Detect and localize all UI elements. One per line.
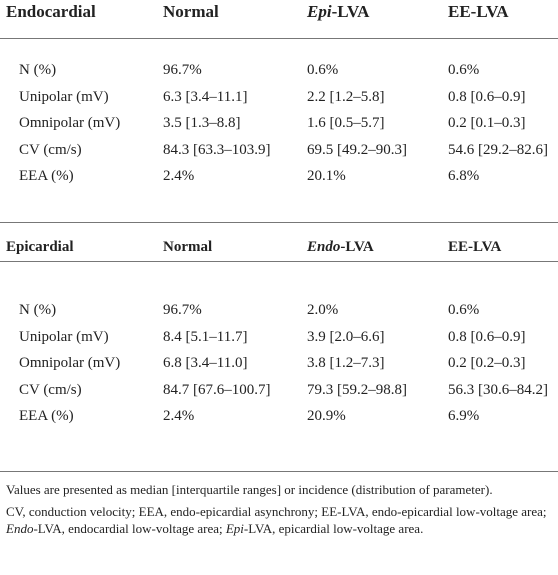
lva-value: 2.0% — [307, 302, 339, 318]
ee-value: 56.3 [30.6–84.2] — [448, 381, 548, 398]
table-row: Unipolar (mV) 6.3 [3.4–11.1] 2.2 [1.2–5.… — [0, 84, 558, 111]
row-label: Unipolar (mV) — [19, 328, 109, 345]
footnote-italic: Epi — [225, 521, 244, 536]
header-rule — [0, 38, 558, 39]
lva-header: Endo-LVA — [307, 223, 374, 271]
table-row: EEA (%) 2.4% 20.1% 6.8% — [0, 163, 558, 190]
lva-header: Epi-LVA — [307, 0, 369, 24]
lva-header-suffix: -LVA — [331, 2, 370, 21]
ee-lva-header: EE-LVA — [448, 239, 502, 255]
row-label: EEA (%) — [19, 408, 74, 425]
lva-header-suffix: -LVA — [340, 239, 374, 255]
region-header: Endocardial — [6, 2, 96, 21]
endocardial-section: Endocardial Normal Epi-LVA EE-LVA N (%) … — [0, 0, 558, 184]
footnote-values: Values are presented as median [interqua… — [6, 482, 493, 497]
normal-value: 84.7 [67.6–100.7] — [163, 381, 271, 398]
lva-value: 69.5 [49.2–90.3] — [307, 141, 407, 158]
normal-value: 8.4 [5.1–11.7] — [163, 328, 248, 345]
table-footnotes: Values are presented as median [interqua… — [6, 481, 554, 542]
lva-value: 2.2 [1.2–5.8] — [307, 88, 385, 105]
ee-lva-header: EE-LVA — [448, 2, 509, 21]
lva-value: 3.8 [1.2–7.3] — [307, 355, 385, 372]
ee-value: 0.8 [0.6–0.9] — [448, 328, 526, 345]
ee-value: 6.9% — [448, 408, 480, 425]
footnote-abbreviations: CV, conduction velocity; EEA, endo-epica… — [6, 503, 554, 538]
row-label: Unipolar (mV) — [19, 88, 109, 105]
endocardial-rows: N (%) 96.7% 0.6% 0.6% Unipolar (mV) 6.3 … — [0, 57, 558, 190]
normal-value: 96.7% — [163, 302, 202, 318]
ee-value: 0.8 [0.6–0.9] — [448, 88, 526, 105]
row-label: Omnipolar (mV) — [19, 355, 121, 372]
ee-value: 0.6% — [448, 302, 480, 318]
table-row: N (%) 96.7% 0.6% 0.6% — [0, 57, 558, 84]
footnote-text: CV, conduction velocity; EEA, endo-epica… — [6, 503, 547, 519]
footnote-text: -LVA, epicardial low-voltage area. — [243, 521, 424, 536]
table-row: CV (cm/s) 84.3 [63.3–103.9] 69.5 [49.2–9… — [0, 137, 558, 164]
epicardial-rows: N (%) 96.7% 2.0% 0.6% Unipolar (mV) 8.4 … — [0, 297, 558, 430]
lva-value: 20.9% — [307, 408, 346, 425]
row-label: N (%) — [19, 302, 57, 318]
section-divider — [0, 222, 558, 223]
normal-header: Normal — [163, 2, 219, 21]
normal-value: 2.4% — [163, 168, 195, 185]
lva-value: 3.9 [2.0–6.6] — [307, 328, 385, 345]
normal-value: 6.8 [3.4–11.0] — [163, 355, 248, 372]
table-row: CV (cm/s) 84.7 [67.6–100.7] 79.3 [59.2–9… — [0, 377, 558, 404]
lva-value: 1.6 [0.5–5.7] — [307, 115, 385, 132]
lva-value: 79.3 [59.2–98.8] — [307, 381, 407, 398]
lva-value: 20.1% — [307, 168, 346, 185]
row-label: Omnipolar (mV) — [19, 115, 121, 132]
lva-header-prefix: Epi — [307, 2, 332, 21]
row-label: N (%) — [19, 62, 57, 78]
ee-value: 6.8% — [448, 168, 480, 185]
row-label: EEA (%) — [19, 168, 74, 185]
table-row: Unipolar (mV) 8.4 [5.1–11.7] 3.9 [2.0–6.… — [0, 324, 558, 351]
lva-header-prefix: Endo — [307, 239, 341, 255]
table-row: N (%) 96.7% 2.0% 0.6% — [0, 297, 558, 324]
normal-value: 2.4% — [163, 408, 195, 425]
footnote-italic: Endo — [6, 521, 34, 536]
table-bottom-rule — [0, 471, 558, 472]
ee-value: 54.6 [29.2–82.6] — [448, 141, 548, 158]
table-row: Omnipolar (mV) 6.8 [3.4–11.0] 3.8 [1.2–7… — [0, 350, 558, 377]
endocardial-header-row: Endocardial Normal Epi-LVA EE-LVA — [0, 0, 558, 40]
normal-value: 3.5 [1.3–8.8] — [163, 115, 241, 132]
normal-header: Normal — [163, 239, 213, 255]
table-row: EEA (%) 2.4% 20.9% 6.9% — [0, 403, 558, 430]
row-label: CV (cm/s) — [19, 141, 82, 158]
footnote-text: -LVA, endocardial low-voltage area; — [33, 521, 226, 536]
normal-value: 96.7% — [163, 62, 202, 78]
ee-value: 0.2 [0.2–0.3] — [448, 355, 526, 372]
row-label: CV (cm/s) — [19, 381, 82, 398]
region-header: Epicardial — [6, 239, 74, 255]
epicardial-section: Epicardial Normal Endo-LVA EE-LVA N (%) … — [0, 223, 558, 424]
header-rule — [0, 261, 558, 262]
table-row: Omnipolar (mV) 3.5 [1.3–8.8] 1.6 [0.5–5.… — [0, 110, 558, 137]
lva-value: 0.6% — [307, 62, 339, 78]
normal-value: 84.3 [63.3–103.9] — [163, 141, 271, 158]
ee-value: 0.6% — [448, 62, 480, 78]
normal-value: 6.3 [3.4–11.1] — [163, 88, 248, 105]
ee-value: 0.2 [0.1–0.3] — [448, 115, 526, 132]
epicardial-header-row: Epicardial Normal Endo-LVA EE-LVA — [0, 223, 558, 263]
